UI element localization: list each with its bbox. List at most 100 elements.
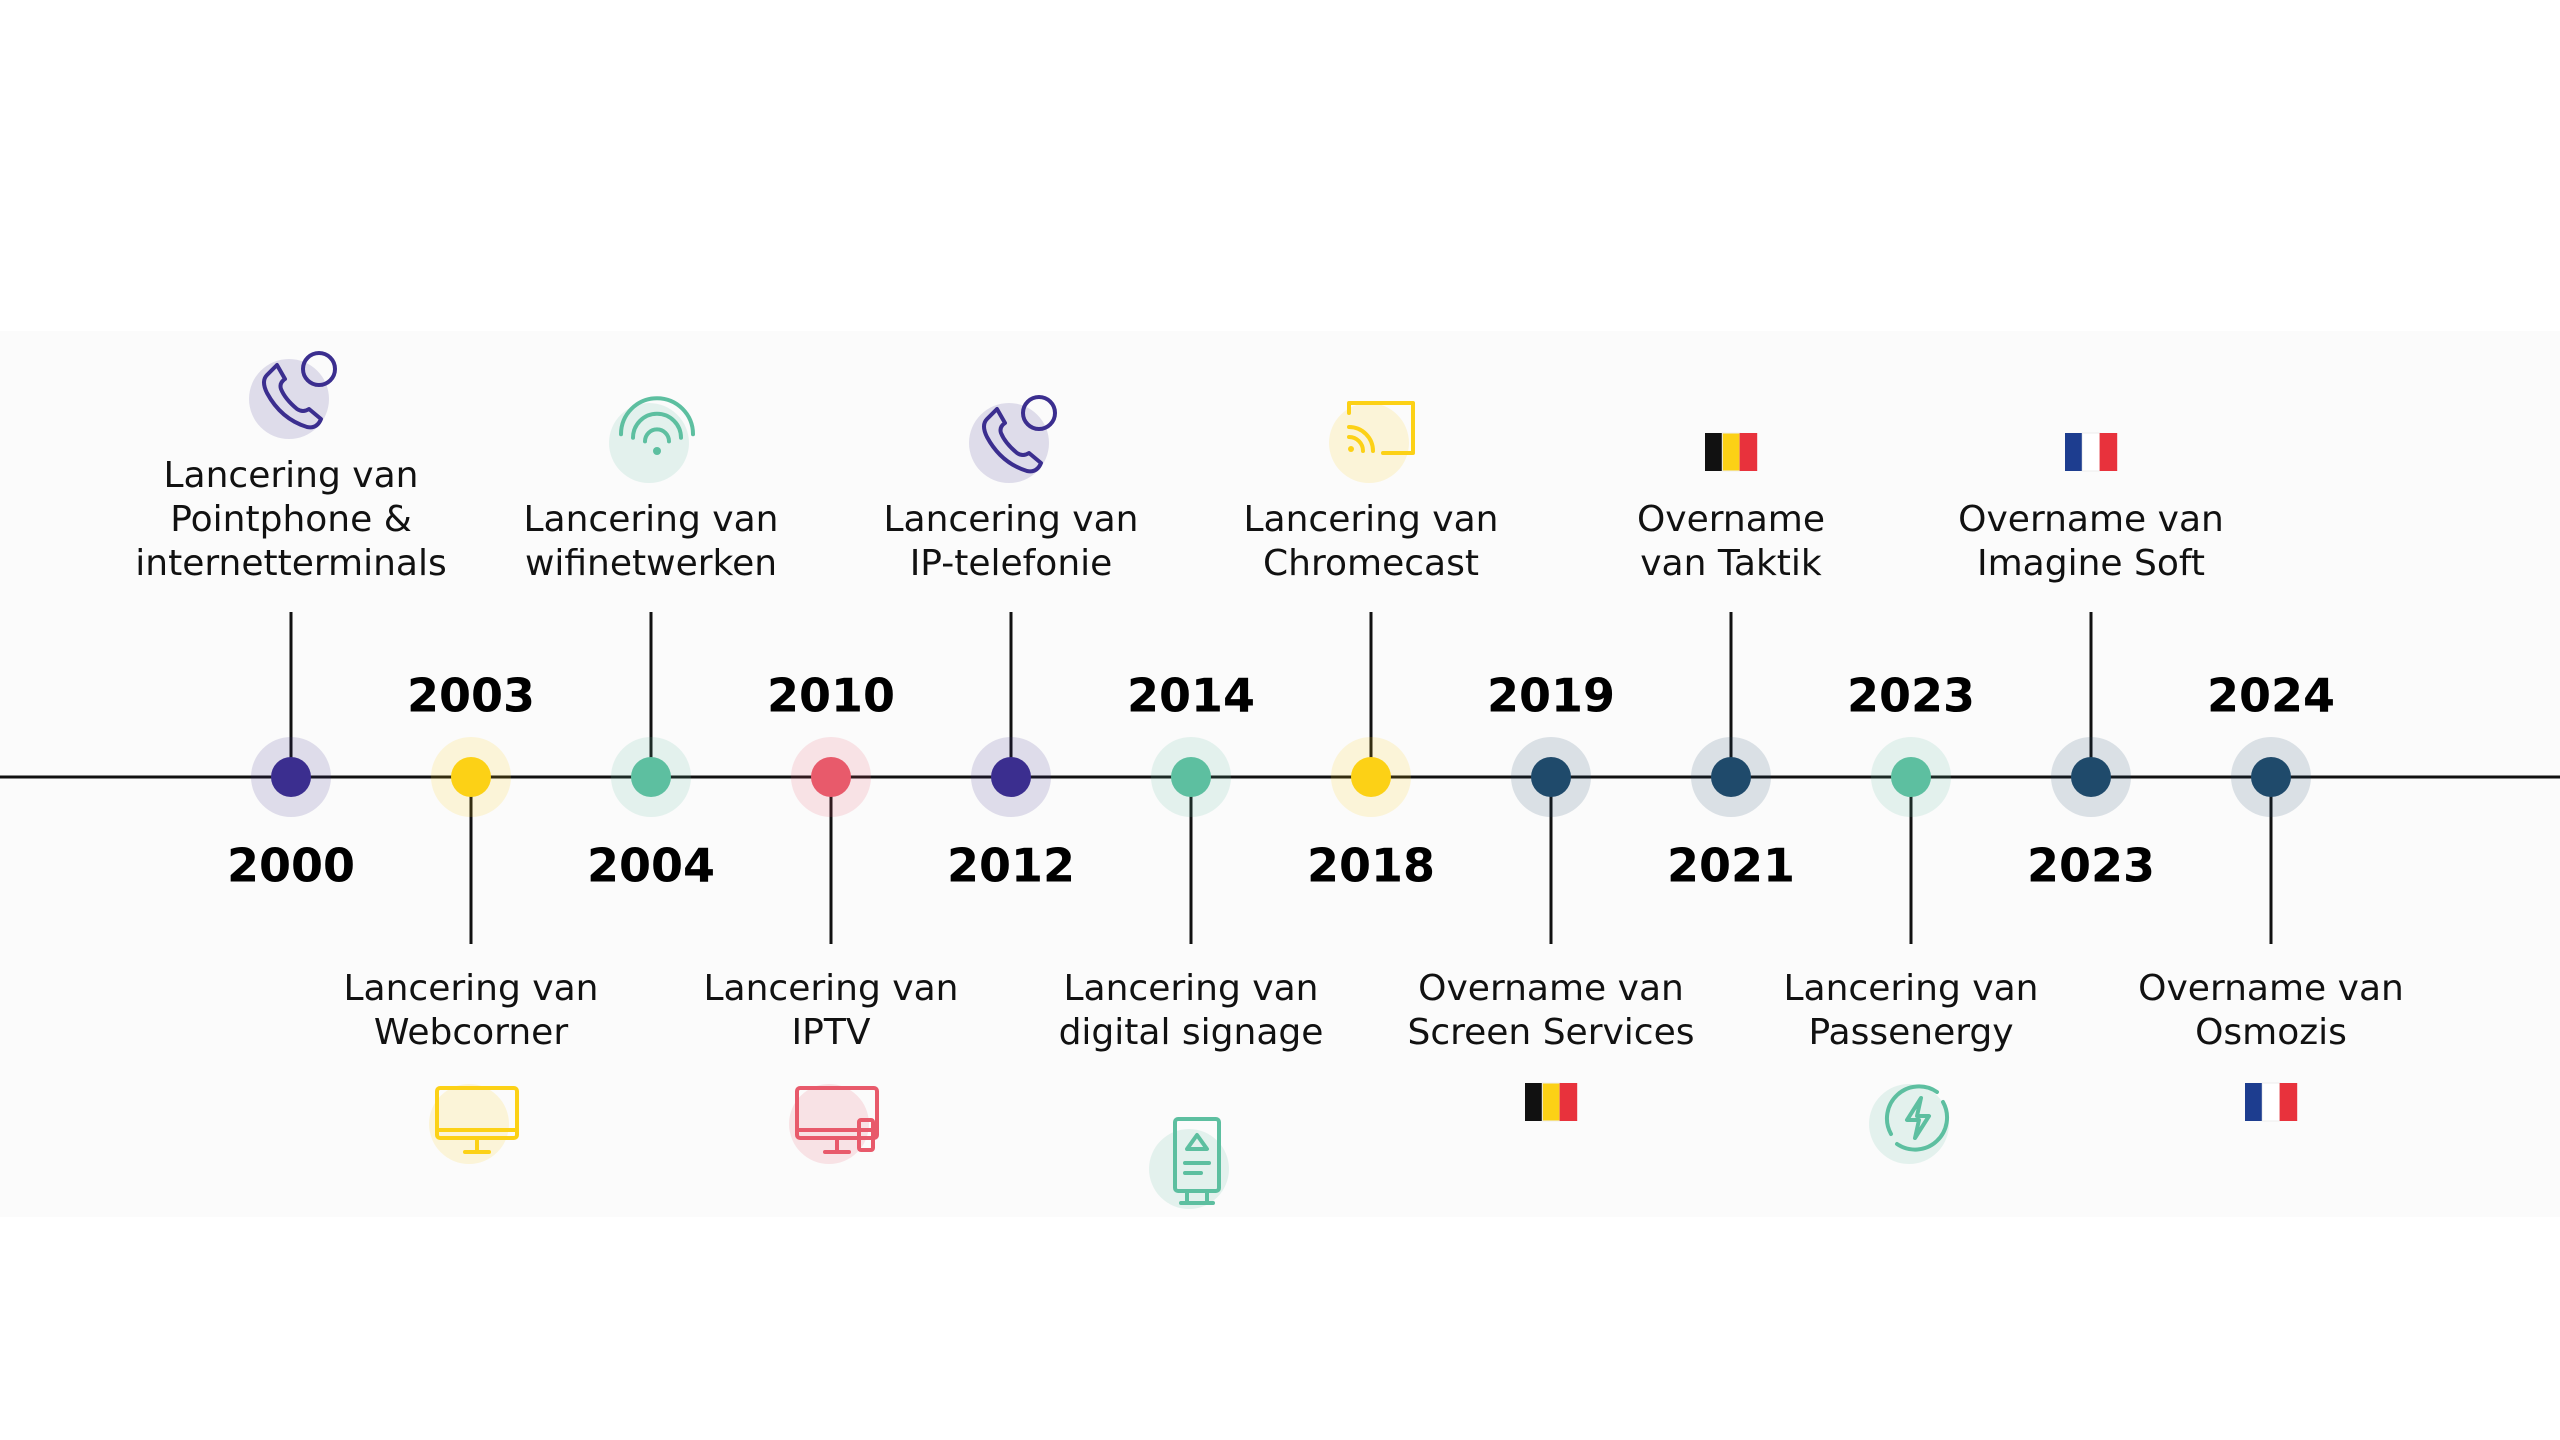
year: 2012: [947, 839, 1075, 893]
icon: [1525, 1082, 1578, 1122]
event-label: Overname van: [1958, 499, 2224, 540]
event-label: Chromecast: [1263, 543, 1479, 584]
icon: [2065, 432, 2118, 472]
icon-dot: [1348, 446, 1354, 452]
event-label: Imagine Soft: [1977, 543, 2205, 584]
event-label: Lancering van: [164, 455, 419, 496]
event-label: internetterminals: [135, 543, 446, 584]
event-label: Overname van: [1418, 968, 1684, 1009]
year: 2004: [587, 839, 715, 893]
dot: [271, 757, 311, 797]
event-label: Lancering van: [1244, 499, 1499, 540]
flag-stripe: [1559, 1083, 1578, 1121]
icon: [1329, 401, 1415, 483]
dot: [631, 757, 671, 797]
icon-shape: [619, 396, 695, 437]
event-label: wifinetwerken: [525, 543, 777, 584]
event-label: Lancering van: [344, 968, 599, 1009]
icon-shape: [631, 411, 683, 440]
icon-shape: [1885, 1084, 1949, 1152]
year: 2003: [407, 669, 535, 723]
event-label: Lancering van: [1064, 968, 1319, 1009]
dot: [1351, 757, 1391, 797]
icon-shape: [1173, 1117, 1221, 1193]
icon: [789, 1084, 879, 1164]
icon: [429, 1084, 519, 1164]
event-label: Lancering van: [704, 968, 959, 1009]
icon-shape: [643, 427, 671, 444]
flag-stripe: [2065, 433, 2083, 471]
icon: [609, 396, 695, 483]
dot: [451, 757, 491, 797]
event-label: Overname: [1637, 499, 1825, 540]
icon-shape: [1347, 401, 1415, 455]
icon: [249, 351, 337, 439]
icon: [1869, 1084, 1949, 1164]
flag-stripe: [1541, 1082, 1561, 1122]
flag-stripe: [2279, 1083, 2298, 1121]
flag-stripe: [1525, 1083, 1543, 1121]
flag-stripe: [2245, 1083, 2263, 1121]
icon-shape: [857, 1118, 875, 1152]
icon: [1149, 1117, 1229, 1209]
dot: [1711, 757, 1751, 797]
icon-dot: [653, 447, 661, 455]
dot: [991, 757, 1031, 797]
event-label: digital signage: [1059, 1012, 1324, 1053]
dot: [2071, 757, 2111, 797]
icon: [969, 395, 1057, 483]
year: 2024: [2207, 669, 2335, 723]
dot: [1891, 757, 1931, 797]
icon-shape: [1347, 435, 1365, 453]
year: 2023: [2027, 839, 2155, 893]
icon: [2245, 1082, 2298, 1122]
year: 2021: [1667, 839, 1795, 893]
event-label: Lancering van: [524, 499, 779, 540]
event-label: IPTV: [792, 1012, 871, 1053]
year: 2000: [227, 839, 355, 893]
icon-halo: [429, 1084, 509, 1164]
year: 2018: [1307, 839, 1435, 893]
event-label: Overname van: [2138, 968, 2404, 1009]
event-label: Osmozis: [2195, 1012, 2347, 1053]
dot: [1171, 757, 1211, 797]
flag-stripe: [2261, 1082, 2281, 1122]
icon-halo: [789, 1084, 869, 1164]
event-label: Webcorner: [374, 1012, 568, 1053]
event-label: Lancering van: [1784, 968, 2039, 1009]
event-label: van Taktik: [1640, 543, 1822, 584]
year: 2023: [1847, 669, 1975, 723]
icon-shape: [463, 1136, 491, 1154]
band: [0, 331, 2560, 1217]
dot: [2251, 757, 2291, 797]
icon-shape: [1179, 1133, 1215, 1205]
year: 2010: [767, 669, 895, 723]
icon-shape: [301, 351, 337, 387]
event-label: IP-telefonie: [910, 543, 1113, 584]
dot: [811, 757, 851, 797]
flag-stripe: [1705, 433, 1723, 471]
event-label: Pointphone &: [170, 499, 412, 540]
dot: [1531, 757, 1571, 797]
icon-halo: [1329, 403, 1409, 483]
flag-stripe: [2099, 433, 2118, 471]
icon-shape: [1905, 1096, 1931, 1140]
event-label: Lancering van: [884, 499, 1139, 540]
icon-shape: [262, 363, 323, 430]
flag-stripe: [1721, 432, 1741, 472]
icon-shape: [1347, 425, 1375, 453]
icon-halo: [1869, 1084, 1949, 1164]
flag-stripe: [1739, 433, 1758, 471]
year: 2014: [1127, 669, 1255, 723]
icon-shape: [1021, 395, 1057, 431]
icon-shape: [823, 1136, 851, 1154]
icon-halo: [609, 403, 689, 483]
icon: [1705, 432, 1758, 472]
icon-shape: [982, 407, 1043, 474]
flag-stripe: [2081, 432, 2101, 472]
event-label: Passenergy: [1808, 1012, 2013, 1053]
event-label: Screen Services: [1407, 1012, 1694, 1053]
year: 2019: [1487, 669, 1615, 723]
